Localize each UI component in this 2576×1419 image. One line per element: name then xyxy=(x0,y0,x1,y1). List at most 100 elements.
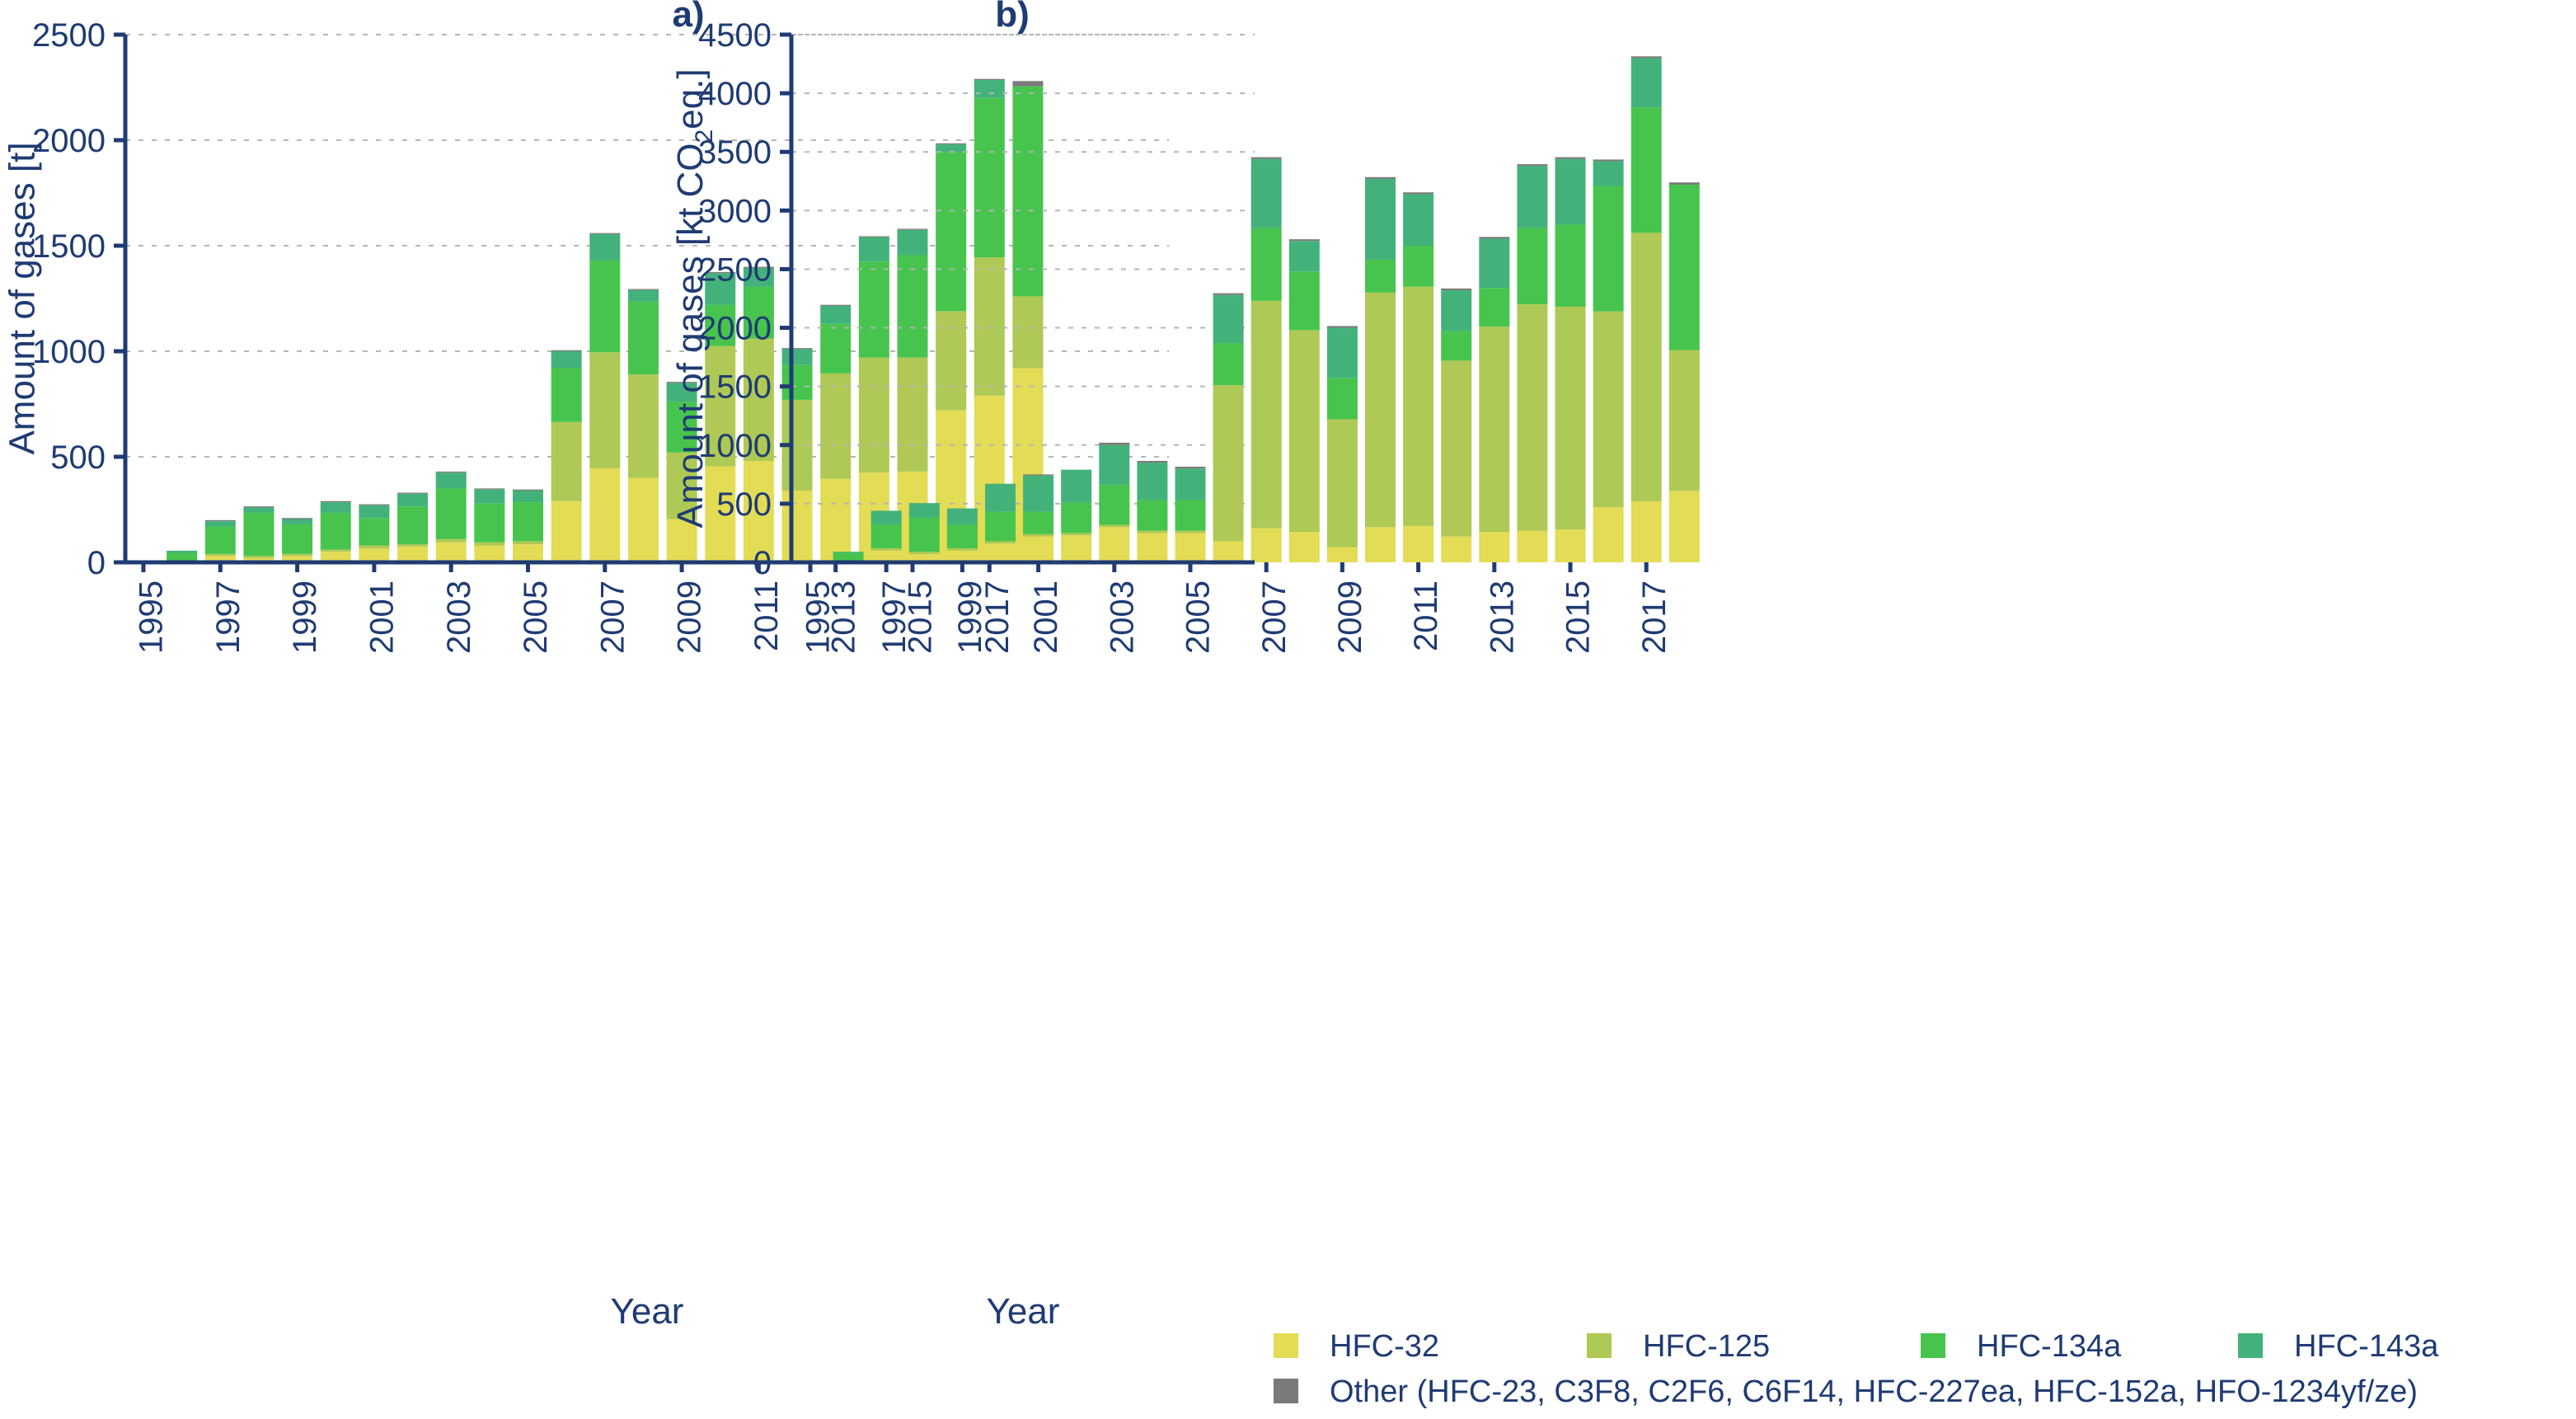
bar-segment-1998-hfc-134a xyxy=(908,517,940,552)
legend-swatch xyxy=(2238,1333,2263,1358)
bar-segment-1998-hfc-125 xyxy=(243,556,274,558)
bar-segment-2005-hfc-134a xyxy=(1175,500,1206,531)
bar-segment-2001-hfc-125 xyxy=(359,545,390,549)
x-tick-label: 1997 xyxy=(876,580,913,654)
bar-segment-2014-hfc-32 xyxy=(1517,530,1548,562)
bar-segment-2010-hfc-134a xyxy=(1365,260,1396,293)
bar-segment-2006-hfc-143a xyxy=(1213,294,1244,344)
bar-segment-2006-hfc-134a xyxy=(551,368,582,422)
bar-segment-2006-other xyxy=(1213,293,1244,295)
bar-segment-2018-hfc-134a xyxy=(1668,185,1700,350)
bar-segment-2018-other xyxy=(1012,81,1044,87)
x-tick-label: 2009 xyxy=(672,580,708,654)
panel-title: a) xyxy=(672,0,704,35)
bar-segment-2004-other xyxy=(1137,460,1168,463)
bar-segment-2004-hfc-125 xyxy=(474,542,505,546)
legend-label: HFC-134a xyxy=(1977,1329,2122,1364)
bar-segment-2015-hfc-125 xyxy=(1555,306,1586,530)
bar-segment-2011-hfc-32 xyxy=(1403,525,1434,562)
bar-segment-2008-hfc-125 xyxy=(627,374,659,478)
x-axis-label: Year xyxy=(611,1291,684,1332)
bar-segment-2015-hfc-125 xyxy=(897,357,928,472)
bar-segment-2003-hfc-125 xyxy=(435,538,467,543)
bar-segment-2016-hfc-125 xyxy=(1593,311,1624,508)
x-tick-label: 2001 xyxy=(1028,580,1064,654)
bar-segment-2004-hfc-143a xyxy=(1137,463,1168,500)
bar-segment-2002-hfc-134a xyxy=(397,506,429,545)
bar-segment-2015-other xyxy=(1555,157,1586,159)
bar-segment-2009-other xyxy=(666,382,697,383)
bar-segment-2005-other xyxy=(1175,467,1206,469)
bar-segment-2008-other xyxy=(1288,239,1320,242)
bar-segment-1999-hfc-134a xyxy=(282,524,313,554)
legend-swatch xyxy=(1587,1333,1612,1358)
bar-segment-2013-hfc-143a xyxy=(1479,238,1510,289)
bar-segment-2013-hfc-125 xyxy=(1479,327,1510,533)
bar-segment-2007-hfc-125 xyxy=(1250,300,1282,529)
bar-segment-2013-hfc-32 xyxy=(820,478,852,562)
bar-segment-2013-hfc-134a xyxy=(1479,288,1510,327)
bar-segment-1998-hfc-143a xyxy=(243,507,274,513)
bar-segment-2016-other xyxy=(1593,159,1624,162)
bar-segment-2016-hfc-143a xyxy=(1593,161,1624,186)
legend-swatch xyxy=(1274,1333,1298,1358)
y-tick-label: 3500 xyxy=(698,134,772,171)
y-axis-label: Amount of gases [t] xyxy=(2,142,43,454)
x-tick-label: 2007 xyxy=(594,580,631,654)
bar-segment-2018-hfc-125 xyxy=(1668,350,1700,491)
bar-segment-2017-hfc-134a xyxy=(1631,107,1662,233)
bar-segment-2006-hfc-32 xyxy=(551,500,582,562)
bar-segment-2017-hfc-125 xyxy=(1631,233,1662,502)
bar-segment-1999-other xyxy=(282,518,313,519)
bar-segment-2009-other xyxy=(1326,326,1358,328)
y-axis-label-part: eq.] xyxy=(670,68,711,129)
bar-segment-2004-hfc-143a xyxy=(474,489,505,504)
bar-segment-2012-hfc-32 xyxy=(1441,536,1472,562)
bar-segment-2005-hfc-143a xyxy=(513,490,543,503)
bar-segment-2017-hfc-134a xyxy=(974,97,1005,258)
bar-segment-2010-hfc-143a xyxy=(705,273,736,305)
bar-segment-2014-hfc-134a xyxy=(858,261,889,358)
bar-segment-2015-other xyxy=(897,228,928,230)
legend-label: Other (HFC-23, C3F8, C2F6, C6F14, HFC-22… xyxy=(1330,1374,2418,1409)
bar-segment-1997-hfc-32 xyxy=(870,550,902,562)
legend-swatch xyxy=(1274,1379,1298,1403)
x-tick-label: 2003 xyxy=(441,580,477,654)
bar-segment-2018-hfc-134a xyxy=(1012,86,1044,297)
bar-segment-2005-hfc-125 xyxy=(1175,530,1206,533)
bar-segment-2001-hfc-32 xyxy=(359,548,390,562)
bar-segment-2017-other xyxy=(974,78,1005,81)
bar-segment-2010-hfc-32 xyxy=(705,466,736,562)
bar-segment-2011-hfc-125 xyxy=(1403,286,1434,526)
bar-segment-2018-other xyxy=(1668,182,1700,186)
bar-segment-2017-hfc-32 xyxy=(1631,501,1662,562)
bar-segment-2005-hfc-32 xyxy=(513,544,543,562)
bar-segment-2014-other xyxy=(858,236,889,237)
bar-segment-2014-other xyxy=(1517,164,1548,167)
bar-segment-2003-hfc-143a xyxy=(1099,444,1130,486)
y-tick-label: 1500 xyxy=(32,228,106,265)
bar-segment-2007-hfc-32 xyxy=(589,468,621,562)
x-tick-label: 1995 xyxy=(134,580,170,654)
bar-segment-2013-hfc-32 xyxy=(1479,532,1510,562)
bar-segment-2011-hfc-143a xyxy=(1403,194,1434,246)
x-tick-label: 1995 xyxy=(800,580,837,654)
bar-segment-2016-hfc-134a xyxy=(1593,186,1624,312)
y-tick-label: 2500 xyxy=(32,17,106,54)
bar-segment-2003-other xyxy=(1099,442,1130,445)
bar-segment-2008-hfc-32 xyxy=(1288,532,1320,562)
bar-segment-2001-hfc-134a xyxy=(1023,511,1054,534)
bar-segment-2017-hfc-143a xyxy=(974,80,1005,98)
bar-segment-2016-hfc-143a xyxy=(936,144,967,153)
bar-segment-2013-hfc-134a xyxy=(820,323,852,374)
bar-segment-2004-hfc-125 xyxy=(1137,530,1168,533)
bar-segment-2016-other xyxy=(936,143,967,145)
bar-segment-2018-hfc-32 xyxy=(1668,491,1700,562)
y-tick-label: 500 xyxy=(50,439,106,476)
y-tick-label: 1000 xyxy=(698,428,772,464)
bar-segment-2002-hfc-125 xyxy=(397,544,429,547)
bar-segment-2016-hfc-32 xyxy=(1593,507,1624,562)
bar-segment-2002-other xyxy=(397,492,429,494)
bar-segment-2007-hfc-134a xyxy=(589,260,621,353)
y-tick-label: 4000 xyxy=(698,76,772,112)
